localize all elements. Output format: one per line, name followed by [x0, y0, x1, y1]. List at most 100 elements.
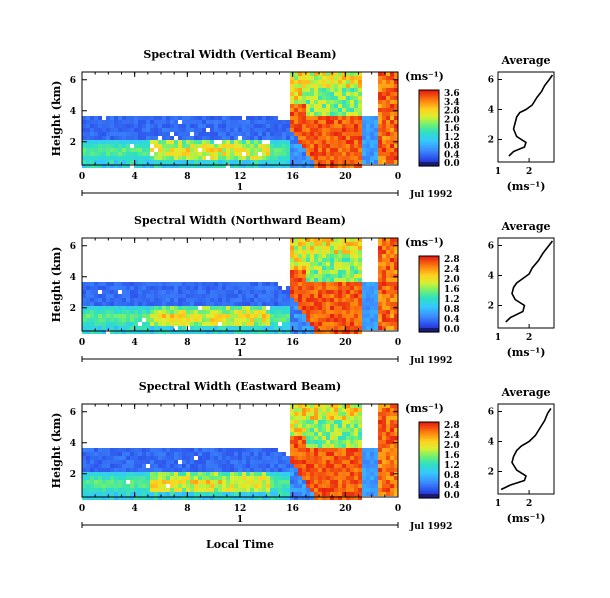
colorbar-tick-label: 1.6: [444, 124, 460, 134]
average-line: [508, 74, 554, 157]
x-tick-label: 8: [184, 338, 190, 348]
x-tick-label: 16: [286, 172, 299, 182]
panel-3: Spectral Width (Eastward Beam)0 4 8 12 16 20 0…: [50, 380, 555, 532]
y-tick-label: 2: [70, 304, 76, 314]
colorbar-tick-label: 1.2: [444, 461, 460, 471]
x-tick-label: 12: [234, 338, 247, 348]
average-y-tick-label: 6: [488, 408, 494, 418]
colorbar-tick-label: 3.4: [444, 98, 460, 108]
y-tick-label: 4: [70, 273, 76, 283]
panel-title: Spectral Width (Vertical Beam): [143, 48, 336, 61]
x-tick-label: 12: [234, 172, 247, 182]
y-axis: 2 4 6 Height (km): [50, 242, 398, 323]
y-axis-label: Height (km): [50, 413, 63, 489]
average-line: [505, 240, 554, 323]
colorbar: (ms⁻¹)2.82.42.01.61.20.80.40.0: [405, 402, 460, 501]
colorbar-tick-label: 2.4: [444, 431, 460, 441]
day-bar: 1 Jul 1992: [81, 349, 452, 366]
x-axis: 0 4 8 12 16 20 0: [79, 404, 401, 514]
date-label: Jul 1992: [409, 522, 452, 532]
average-title: Average: [500, 54, 550, 67]
colorbar-tick-label: 2.0: [444, 275, 460, 285]
average-x-tick-label: 2: [526, 499, 532, 509]
average-x-tick-label: 2: [526, 333, 532, 343]
average-y-tick-label: 4: [488, 438, 494, 448]
colorbar-tick-label: 0.0: [444, 491, 460, 501]
day-label: 1: [237, 349, 243, 359]
y-axis-label: Height (km): [50, 247, 63, 323]
colorbar-tick-label: 2.0: [444, 115, 460, 125]
x-tick-label: 20: [339, 338, 352, 348]
average-y-tick-label: 6: [488, 76, 494, 86]
colorbar-units-label: (ms⁻¹): [405, 236, 444, 249]
y-axis: 2 4 6 Height (km): [50, 408, 398, 489]
colorbar-units-label: (ms⁻¹): [405, 402, 444, 415]
y-tick-label: 6: [70, 242, 76, 252]
average-frame: [497, 403, 555, 495]
colorbar-tick-label: 2.4: [444, 265, 460, 275]
panel-title: Spectral Width (Northward Beam): [134, 214, 346, 227]
x-tick-label: 0: [79, 504, 85, 514]
y-axis-label: Height (km): [50, 81, 63, 157]
average-title: Average: [500, 386, 550, 399]
average-frame: [497, 237, 555, 329]
x-tick-label: 0: [79, 338, 85, 348]
y-axis: 2 4 6 Height (km): [50, 76, 398, 157]
colorbar-tick-label: 0.4: [444, 315, 460, 325]
panel-1: Spectral Width (Vertical Beam)0 4 8 12 16 20 0…: [50, 48, 555, 200]
x-axis: 0 4 8 12 16 20 0: [79, 238, 401, 348]
colorbar-tick-label: 2.8: [444, 107, 460, 117]
average-x-label: (ms⁻¹): [507, 180, 546, 193]
day-label: 1: [237, 183, 243, 193]
x-axis-label: Local Time: [206, 538, 274, 551]
average-line: [500, 408, 552, 491]
colorbar-tick-label: 0.4: [444, 150, 460, 160]
average-profile: Average 2 4 6 1 2 (ms⁻¹): [488, 54, 555, 193]
colorbar-units-label: (ms⁻¹): [405, 70, 444, 83]
average-title: Average: [500, 220, 550, 233]
y-tick-label: 2: [70, 138, 76, 148]
y-tick-label: 6: [70, 76, 76, 86]
x-tick-label: 12: [234, 504, 247, 514]
average-x-label: (ms⁻¹): [507, 512, 546, 525]
day-bar: 1 Jul 1992: [81, 515, 452, 532]
colorbar-tick-label: 0.0: [444, 159, 460, 169]
average-x-tick-label: 2: [526, 167, 532, 177]
day-bar: 1 Jul 1992: [81, 183, 452, 200]
colorbar-tick-label: 2.8: [444, 421, 460, 431]
x-tick-label: 16: [286, 504, 299, 514]
date-label: Jul 1992: [409, 356, 452, 366]
x-tick-label: 16: [286, 338, 299, 348]
panel-2: Spectral Width (Northward Beam)0 4 8 12 16 20…: [50, 214, 555, 366]
colorbar-tick-label: 0.0: [444, 325, 460, 335]
average-x-tick-label: 1: [495, 499, 501, 509]
average-x-label: (ms⁻¹): [507, 346, 546, 359]
x-tick-label: 0: [395, 338, 401, 348]
y-tick-label: 4: [70, 439, 76, 449]
panel-title: Spectral Width (Eastward Beam): [139, 380, 341, 393]
average-y-tick-label: 6: [488, 242, 494, 252]
colorbar-tick-label: 0.8: [444, 471, 460, 481]
colorbar-tick-label: 0.8: [444, 142, 460, 152]
average-profile: Average 2 4 6 1 2 (ms⁻¹): [488, 386, 555, 525]
heatmap-field: [82, 72, 398, 168]
x-axis: 0 4 8 12 16 20 0: [79, 72, 401, 182]
x-tick-label: 20: [339, 172, 352, 182]
average-y-tick-label: 4: [488, 272, 494, 282]
colorbar-tick-label: 1.6: [444, 285, 460, 295]
colorbar: (ms⁻¹)3.63.42.82.01.61.20.80.40.0: [405, 70, 460, 169]
x-tick-label: 0: [395, 504, 401, 514]
x-tick-label: 20: [339, 504, 352, 514]
colorbar-tick-label: 1.2: [444, 133, 460, 143]
x-tick-label: 8: [184, 504, 190, 514]
colorbar-tick-label: 2.8: [444, 255, 460, 265]
average-y-tick-label: 2: [488, 302, 494, 312]
x-tick-label: 4: [132, 172, 138, 182]
y-tick-label: 4: [70, 107, 76, 117]
average-x-tick-label: 1: [495, 333, 501, 343]
colorbar-tick-label: 1.2: [444, 295, 460, 305]
y-tick-label: 2: [70, 470, 76, 480]
x-tick-label: 8: [184, 172, 190, 182]
average-frame: [497, 71, 555, 163]
